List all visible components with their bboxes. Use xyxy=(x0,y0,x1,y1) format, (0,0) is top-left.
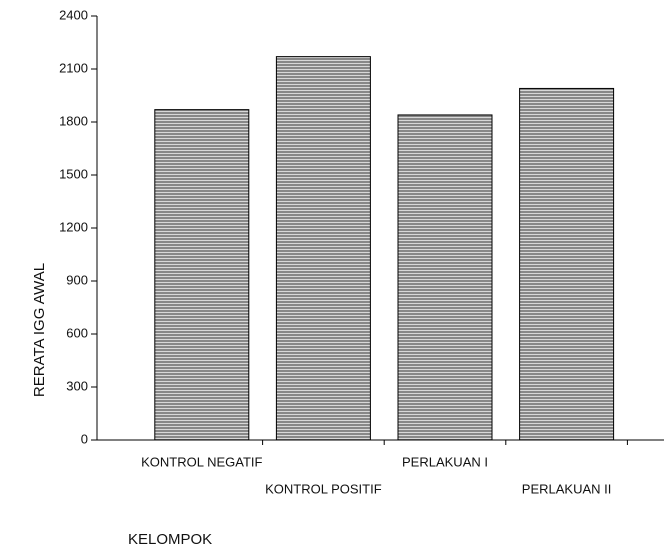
y-tick-label: 2100 xyxy=(59,60,88,75)
y-tick-label: 0 xyxy=(81,431,88,446)
x-axis-label: KELOMPOK xyxy=(128,531,212,548)
x-tick-label: PERLAKUAN II xyxy=(522,481,612,496)
y-tick-label: 900 xyxy=(66,272,88,287)
y-tick-label: 1200 xyxy=(59,219,88,234)
y-tick-label: 300 xyxy=(66,378,88,393)
bar xyxy=(154,109,250,441)
y-tick-label: 2400 xyxy=(59,7,88,22)
bar xyxy=(397,114,493,441)
y-tick-label: 1500 xyxy=(59,166,88,181)
y-tick-label: 1800 xyxy=(59,113,88,128)
bar xyxy=(519,87,615,441)
x-tick-label: PERLAKUAN I xyxy=(402,454,488,469)
y-tick-label: 600 xyxy=(66,325,88,340)
x-tick-label: KONTROL NEGATIF xyxy=(141,454,262,469)
y-axis-label: RERATA IGG AWAL xyxy=(31,263,48,397)
x-tick-label: KONTROL POSITIF xyxy=(265,481,382,496)
bar xyxy=(275,56,371,441)
